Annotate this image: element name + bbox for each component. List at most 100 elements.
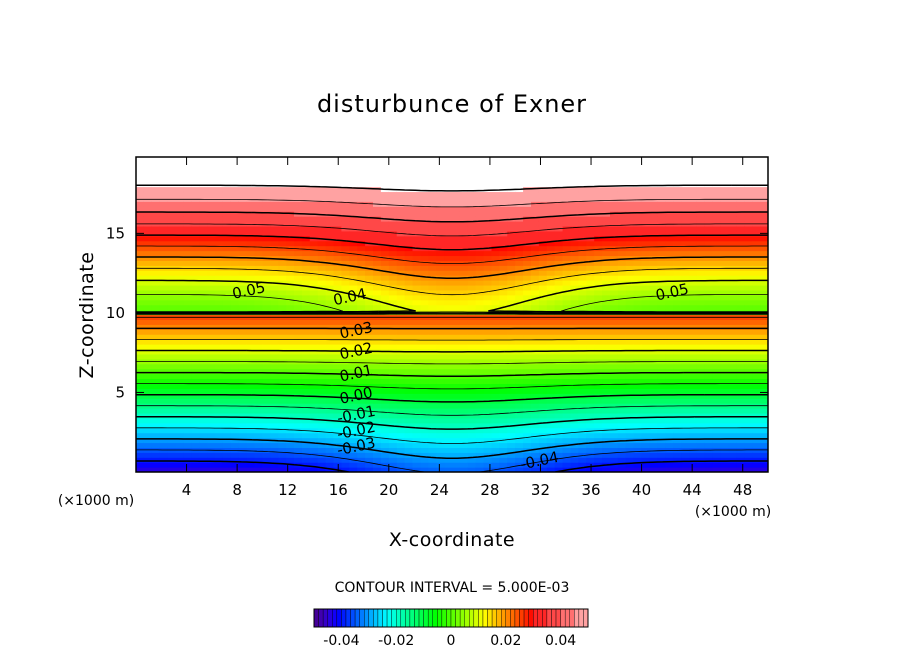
field-cell [222,225,232,232]
field-cell [151,393,161,399]
field-cell [436,270,445,276]
field-cell [562,284,572,291]
field-cell [151,457,161,463]
field-cell [531,161,540,168]
field-cell [444,220,453,227]
field-cell [175,457,184,463]
field-cell [388,462,398,468]
field-cell [570,289,579,296]
field-cell [183,191,192,197]
field-cell [278,388,287,394]
field-cell [428,201,437,207]
field-cell [570,339,579,345]
field-cell [341,442,350,448]
field-cell [396,427,406,434]
field-cell [230,245,240,252]
field-cell [602,270,611,276]
field-cell [317,299,327,306]
field-cell [736,206,745,212]
field-cell [325,289,335,296]
field-cell [586,220,595,227]
field-cell [167,240,177,247]
field-cell [199,186,208,193]
field-cell [373,432,382,439]
field-cell [728,467,737,472]
field-cell [301,260,311,266]
field-cell [736,388,745,394]
field-cell [570,383,579,389]
field-cell [704,422,714,429]
field-cell [317,157,327,163]
field-cell [689,289,698,296]
field-cell [720,161,730,168]
field-cell [720,245,730,252]
field-cell [388,452,398,458]
field-cell [191,422,200,429]
field-cell [357,378,366,384]
field-cell [610,447,619,453]
field-cell [420,442,429,448]
field-cell [175,161,184,168]
field-cell [396,344,406,350]
field-cell [633,422,643,429]
field-cell [523,339,532,345]
field-cell [610,196,619,202]
field-cell [278,225,287,232]
field-cell [309,339,319,345]
field-cell [523,240,532,247]
field-cell [412,437,421,444]
field-cell [649,329,658,335]
field-cell [222,368,232,375]
field-cell [238,220,248,227]
field-cell [673,235,682,242]
field-cell [151,171,161,178]
field-cell [349,225,358,232]
field-cell [373,250,382,257]
field-cell [681,255,690,261]
field-cell [238,176,248,183]
field-cell [728,408,737,414]
field-cell [538,181,548,188]
field-cell [222,417,232,424]
field-cell [625,161,635,168]
field-cell [428,329,437,335]
field-cell [507,334,516,340]
field-cell [673,255,682,261]
field-cell [665,206,674,212]
field-cell [720,462,730,468]
field-cell [602,324,611,330]
field-cell [602,235,611,242]
field-cell [388,363,398,370]
field-cell [720,344,730,350]
field-cell [199,437,208,444]
field-cell [349,240,358,247]
field-cell [594,334,603,340]
field-cell [736,329,745,335]
field-cell [270,348,279,355]
field-cell [594,457,603,463]
field-cell [143,334,153,340]
field-cell [602,319,611,325]
field-cell [136,181,145,188]
field-cell [546,363,556,370]
field-cell [412,462,421,468]
field-cell [143,344,153,350]
field-cell [404,422,414,429]
field-cell [483,427,493,434]
field-cell [712,186,722,193]
field-cell [380,275,390,281]
field-cell [523,417,532,424]
field-cell [586,294,595,301]
field-cell [270,211,279,217]
field-cell [215,388,224,394]
field-cell [665,344,674,350]
field-cell [151,348,161,355]
field-cell [246,447,256,453]
field-cell [649,289,658,296]
field-cell [617,220,627,227]
field-cell [720,280,730,286]
field-cell [673,334,682,340]
field-cell [507,230,516,237]
field-cell [136,245,145,252]
field-cell [191,211,200,217]
